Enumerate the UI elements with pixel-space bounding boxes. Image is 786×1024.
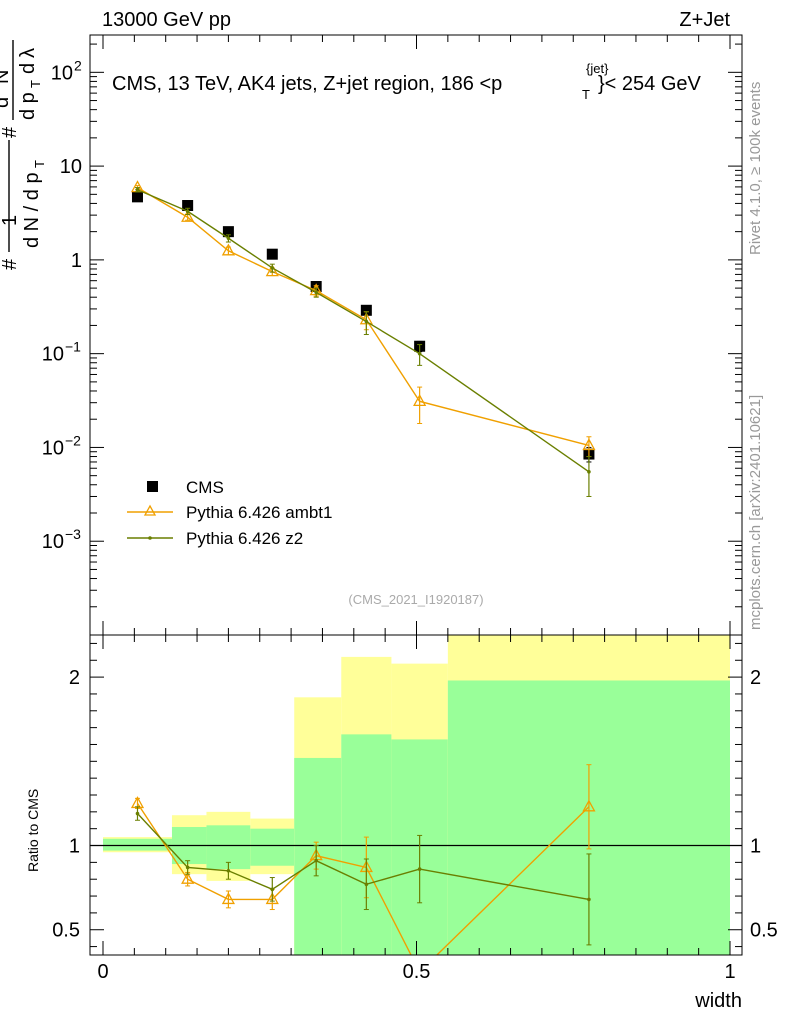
svg-text:#: # [0, 258, 21, 270]
main-y-tick-exponent: −2 [65, 432, 81, 448]
main-y-tick-exponent: −1 [65, 339, 81, 355]
band-inner [103, 838, 172, 851]
svg-text:d: d [17, 63, 39, 74]
legend-label-ambt1: Pythia 6.426 ambt1 [186, 503, 332, 522]
plot-title-text: CMS, 13 TeV, AK4 jets, Z+jet region, 186… [112, 73, 502, 95]
plot-title-sub: T [582, 87, 590, 102]
ratio-y-tick-label: 2 [69, 667, 80, 689]
x-tick-label: 1 [724, 961, 735, 983]
ratio-line-0 [136, 803, 590, 955]
data-point-z2 [226, 236, 231, 241]
data-point-ambt1 [265, 264, 279, 277]
data-point-cms [266, 248, 278, 260]
ratio-y-tick-label-right: 0.5 [750, 920, 778, 942]
data-point-ambt1 [221, 243, 235, 256]
data-point-cms [360, 304, 372, 316]
ratio-y-tick-label: 1 [69, 836, 80, 858]
ratio-point-z2 [417, 867, 422, 871]
ratio-series-group [130, 764, 596, 955]
main-y-tick-label: 10 [42, 531, 64, 553]
ratio-point-ambt1 [221, 892, 235, 905]
data-point-ambt1 [413, 394, 427, 407]
plot-title: CMS, 13 TeV, AK4 jets, Z+jet region, 186… [112, 73, 502, 95]
ratio-y-axis-label: Ratio to CMS [25, 789, 41, 872]
legend-marker-ambt1 [143, 504, 157, 516]
band-inner [206, 825, 251, 870]
data-point-cms [222, 226, 234, 238]
data-point-z2 [364, 319, 369, 324]
main-y-tick-label: 10 [42, 344, 64, 366]
svg-text:d: d [0, 97, 13, 108]
main-y-axis-label: # 1 d N / d p T # d 2 N d p T d λ [0, 40, 47, 270]
x-tick-label: 0.5 [403, 961, 431, 983]
data-point-z2 [417, 351, 422, 356]
svg-text:d N / d p: d N / d p [21, 172, 43, 248]
data-point-z2 [135, 187, 140, 192]
ratio-y-tick-label: 0.5 [52, 920, 80, 942]
svg-text:d p: d p [17, 92, 39, 120]
plot-title-end: }< 254 GeV [598, 73, 702, 95]
mcplots-label: mcplots.cern.ch [arXiv:2401.10621] [747, 395, 764, 630]
data-point-z2 [185, 209, 190, 214]
ratio-tick-labels: 0.5 0.5 1 1 2 2 0 0.5 1 [52, 667, 778, 983]
band-inner [250, 828, 295, 866]
legend-label-z2: Pythia 6.426 z2 [186, 529, 303, 548]
svg-text:T: T [28, 80, 43, 88]
main-y-tick-label: 10 [60, 156, 82, 178]
data-point-z2 [270, 266, 275, 270]
header-right-label: Z+Jet [679, 9, 730, 31]
main-y-tick-label: 10 [51, 62, 73, 84]
legend-label-cms: CMS [186, 478, 224, 497]
svg-text:T: T [32, 160, 47, 168]
ratio-point-ambt1 [181, 871, 195, 884]
data-point-z2 [587, 469, 591, 474]
legend-marker-z2 [148, 536, 152, 540]
data-point-cms [131, 191, 143, 203]
main-y-tick-label: 10 [42, 437, 64, 459]
series-line-2 [137, 189, 590, 473]
header-left-label: 13000 GeV pp [102, 9, 231, 31]
svg-text:N: N [0, 70, 13, 84]
legend: CMS Pythia 6.426 ambt1 Pythia 6.426 z2 [127, 478, 332, 548]
ratio-point-z2 [364, 882, 369, 887]
main-y-tick-label: 1 [71, 250, 82, 272]
legend-marker-cms [147, 481, 158, 492]
ratio-point-z2 [185, 865, 190, 870]
svg-text:λ: λ [17, 48, 39, 58]
ratio-line-1 [136, 813, 590, 901]
ratio-point-z2 [226, 868, 231, 873]
ratio-point-z2 [270, 887, 275, 892]
svg-text:1: 1 [0, 215, 21, 226]
ratio-uncertainty-bands [90, 635, 742, 955]
data-point-ambt1 [181, 209, 195, 222]
ratio-point-ambt1 [582, 799, 596, 812]
ratio-y-tick-label-right: 2 [750, 667, 761, 689]
main-y-tick-exponent: 2 [74, 57, 82, 73]
ratio-point-z2 [587, 897, 591, 902]
ratio-axis-ticks [90, 635, 742, 955]
ratio-point-z2 [135, 811, 140, 816]
series-line-1 [137, 186, 590, 447]
data-point-z2 [314, 290, 318, 295]
rivet-version-label: Rivet 4.1.0, ≥ 100k events [747, 82, 764, 255]
svg-text:#: # [0, 126, 21, 138]
plot-title-sup: {jet} [586, 61, 609, 76]
ratio-point-z2 [314, 858, 318, 863]
ratio-series-clipped [130, 764, 596, 955]
svg-text:2: 2 [0, 87, 3, 94]
x-axis-label: width [694, 990, 742, 1012]
ratio-point-ambt1 [265, 892, 279, 905]
ratio-y-tick-label-right: 1 [750, 836, 761, 858]
analysis-reference: (CMS_2021_I1920187) [348, 592, 483, 607]
data-point-cms [182, 200, 194, 212]
main-series-group [130, 180, 596, 497]
x-tick-label: 0 [97, 961, 108, 983]
main-y-tick-exponent: −3 [65, 526, 81, 542]
data-point-ambt1 [582, 438, 596, 451]
